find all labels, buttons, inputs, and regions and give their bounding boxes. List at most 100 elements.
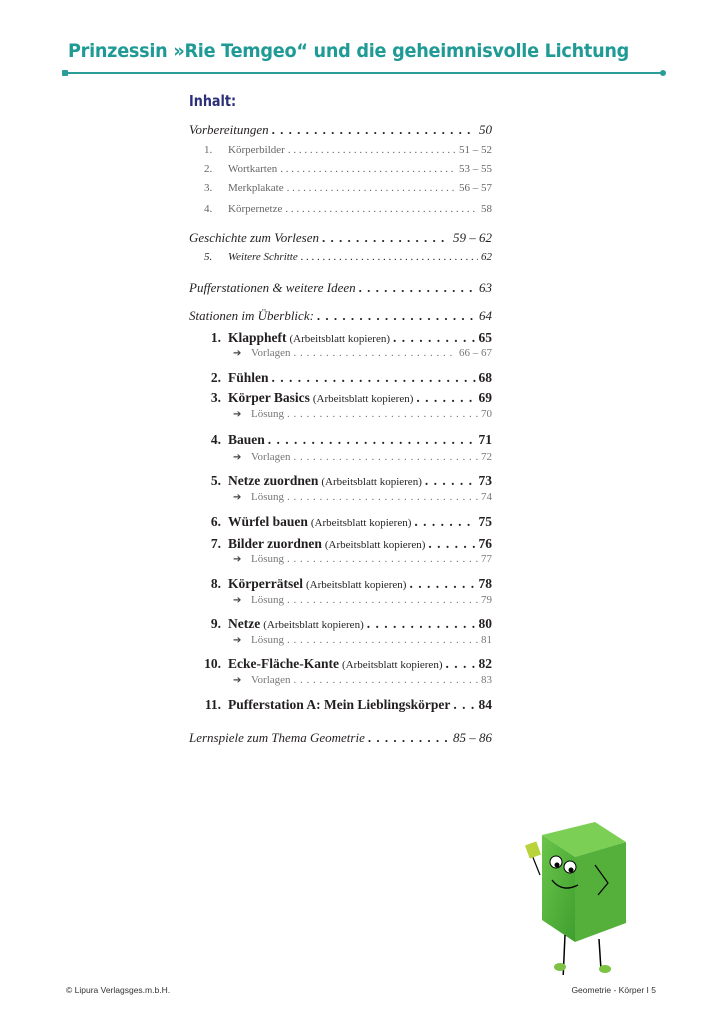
entry-label: Körper Basics	[228, 390, 310, 405]
toc-entry[interactable]: ➔ Lösung 79	[233, 594, 492, 606]
dot-leader	[359, 280, 476, 296]
entry-page: 72	[481, 451, 492, 463]
dot-leader	[294, 674, 478, 686]
entry-page: 77	[481, 553, 492, 565]
toc-entry[interactable]: ➔ Lösung 77	[233, 553, 492, 565]
arrow-right-icon: ➔	[233, 635, 242, 646]
toc-entry[interactable]: 8. Körperrätsel(Arbeitsblatt kopieren) 78	[189, 576, 492, 592]
dot-leader	[416, 390, 475, 406]
entry-label: Netze zuordnen	[228, 473, 319, 488]
dot-leader	[272, 122, 476, 138]
toc-entry[interactable]: Pufferstationen & weitere Ideen 63	[189, 280, 492, 296]
entry-label: Stationen im Überblick:	[189, 308, 314, 323]
toc-entry[interactable]: Geschichte zum Vorlesen 59 – 62	[189, 230, 492, 246]
entry-number: 4.	[210, 432, 221, 447]
dot-leader	[425, 473, 476, 489]
entry-label: Lösung	[251, 634, 284, 646]
entry-number: 4.	[204, 203, 213, 215]
title-divider	[62, 70, 666, 76]
entry-page: 62	[481, 251, 492, 263]
toc-entry[interactable]: 5. Netze zuordnen(Arbeitsblatt kopieren) 7…	[189, 473, 492, 489]
copyright-notice: © Lipura Verlagsges.m.b.H.	[66, 985, 171, 995]
toc-entry[interactable]: 10. Ecke-Fläche-Kante (Arbeitsblatt kopier…	[189, 656, 492, 672]
toc-entry[interactable]: Lernspiele zum Thema Geometrie 85 – 86	[189, 730, 492, 746]
dot-leader	[272, 370, 476, 386]
entry-number: 3.	[210, 390, 221, 405]
dot-leader	[445, 656, 475, 672]
entry-number: 6.	[210, 514, 221, 529]
toc-entry[interactable]: 1. Körperbilder 51 – 52	[204, 144, 492, 156]
entry-number: 3.	[204, 182, 213, 194]
entry-page: 65	[478, 330, 493, 345]
toc-entry[interactable]: Vorbereitungen 50	[189, 122, 492, 138]
entry-page: 53 – 55	[459, 163, 492, 175]
toc-entry[interactable]: 4. Körpernetze 58	[204, 203, 492, 215]
toc-entry[interactable]: 11. Pufferstation A: Mein Lieblingskörper…	[189, 697, 492, 713]
entry-note: (Arbeitsblatt kopieren)	[312, 393, 414, 405]
toc-heading: Inhalt:	[189, 92, 237, 110]
dot-leader	[287, 408, 478, 420]
toc-entry[interactable]: 6. Würfel bauen(Arbeitsblatt kopieren) 75	[189, 514, 492, 530]
toc-entry[interactable]: 9. Netze(Arbeitsblatt kopieren) 80	[189, 616, 492, 632]
toc-entry[interactable]: 5. Weitere Schritte 62	[204, 251, 492, 263]
toc-entry[interactable]: 2. Fühlen 68	[189, 370, 492, 386]
entry-page: 83	[481, 674, 492, 686]
entry-note: (Arbeitsblatt kopieren)	[263, 619, 364, 631]
entry-label: Körperbilder	[228, 144, 285, 156]
entry-page: 82	[478, 656, 493, 671]
dot-leader	[428, 536, 475, 552]
entry-label: Würfel bauen	[228, 514, 308, 529]
dot-leader	[287, 634, 478, 646]
toc-entry[interactable]: ➔ Lösung 81	[233, 634, 492, 646]
entry-label: Geschichte zum Vorlesen	[189, 230, 319, 245]
toc-entry[interactable]: Stationen im Überblick: 64	[189, 308, 492, 324]
toc-entry[interactable]: ➔ Vorlagen 66 – 67	[233, 347, 492, 359]
entry-label: Ecke-Fläche-Kante	[228, 656, 339, 671]
entry-label: Lösung	[251, 594, 284, 606]
entry-note: (Arbeitsblatt kopieren)	[289, 333, 391, 345]
entry-label: Lösung	[251, 553, 284, 565]
entry-number: 5.	[210, 473, 221, 488]
entry-number: 1.	[204, 144, 213, 156]
toc-entry[interactable]: 1. Klappheft(Arbeitsblatt kopieren) 65	[189, 330, 492, 346]
dot-leader	[280, 163, 456, 175]
dot-leader	[288, 144, 456, 156]
dot-leader	[453, 697, 475, 713]
entry-page: 78	[478, 576, 493, 591]
entry-label: Weitere Schritte	[228, 251, 298, 263]
toc-entry[interactable]: 3. Körper Basics(Arbeitsblatt kopieren) 69	[189, 390, 492, 406]
dot-leader	[414, 514, 475, 530]
entry-note: (Arbeitsblatt kopieren)	[310, 517, 412, 529]
entry-label: Bauen	[228, 432, 265, 447]
entry-label: Pufferstationen & weitere Ideen	[189, 280, 356, 295]
entry-page: 71	[478, 432, 493, 447]
dot-leader	[294, 451, 478, 463]
entry-label: Lernspiele zum Thema Geometrie	[189, 730, 365, 745]
entry-page: 75	[478, 514, 493, 529]
entry-page: 80	[478, 616, 493, 631]
entry-number: 7.	[210, 536, 221, 551]
toc-entry[interactable]: ➔ Vorlagen 72	[233, 451, 492, 463]
entry-number: 11.	[204, 697, 221, 712]
toc-entry[interactable]: ➔ Lösung 70	[233, 408, 492, 420]
entry-page: 58	[481, 203, 492, 215]
entry-number: 2.	[210, 370, 221, 385]
toc-entry[interactable]: 4. Bauen 71	[189, 432, 492, 448]
toc-entry[interactable]: ➔ Vorlagen 83	[233, 674, 492, 686]
entry-page: 81	[481, 634, 492, 646]
entry-page: 51 – 52	[459, 144, 492, 156]
entry-page: 70	[481, 408, 492, 420]
cube-character-illustration	[524, 822, 626, 975]
toc-entry[interactable]: 3. Merkplakate 56 – 57	[204, 182, 492, 194]
arrow-right-icon: ➔	[233, 452, 242, 463]
toc-entry[interactable]: 7. Bilder zuordnen (Arbeitsblatt kopieren)…	[189, 536, 492, 552]
toc-entry[interactable]: ➔ Lösung 74	[233, 491, 492, 503]
entry-page: 56 – 57	[459, 182, 492, 194]
entry-label: Merkplakate	[228, 182, 284, 194]
entry-label: Netze	[228, 616, 261, 631]
toc-entry[interactable]: 2. Wortkarten 53 – 55	[204, 163, 492, 175]
entry-note: (Arbeitsblatt kopieren)	[341, 659, 443, 671]
entry-page: 63	[479, 280, 492, 295]
dot-leader	[287, 182, 456, 194]
entry-label: Vorlagen	[251, 451, 291, 463]
